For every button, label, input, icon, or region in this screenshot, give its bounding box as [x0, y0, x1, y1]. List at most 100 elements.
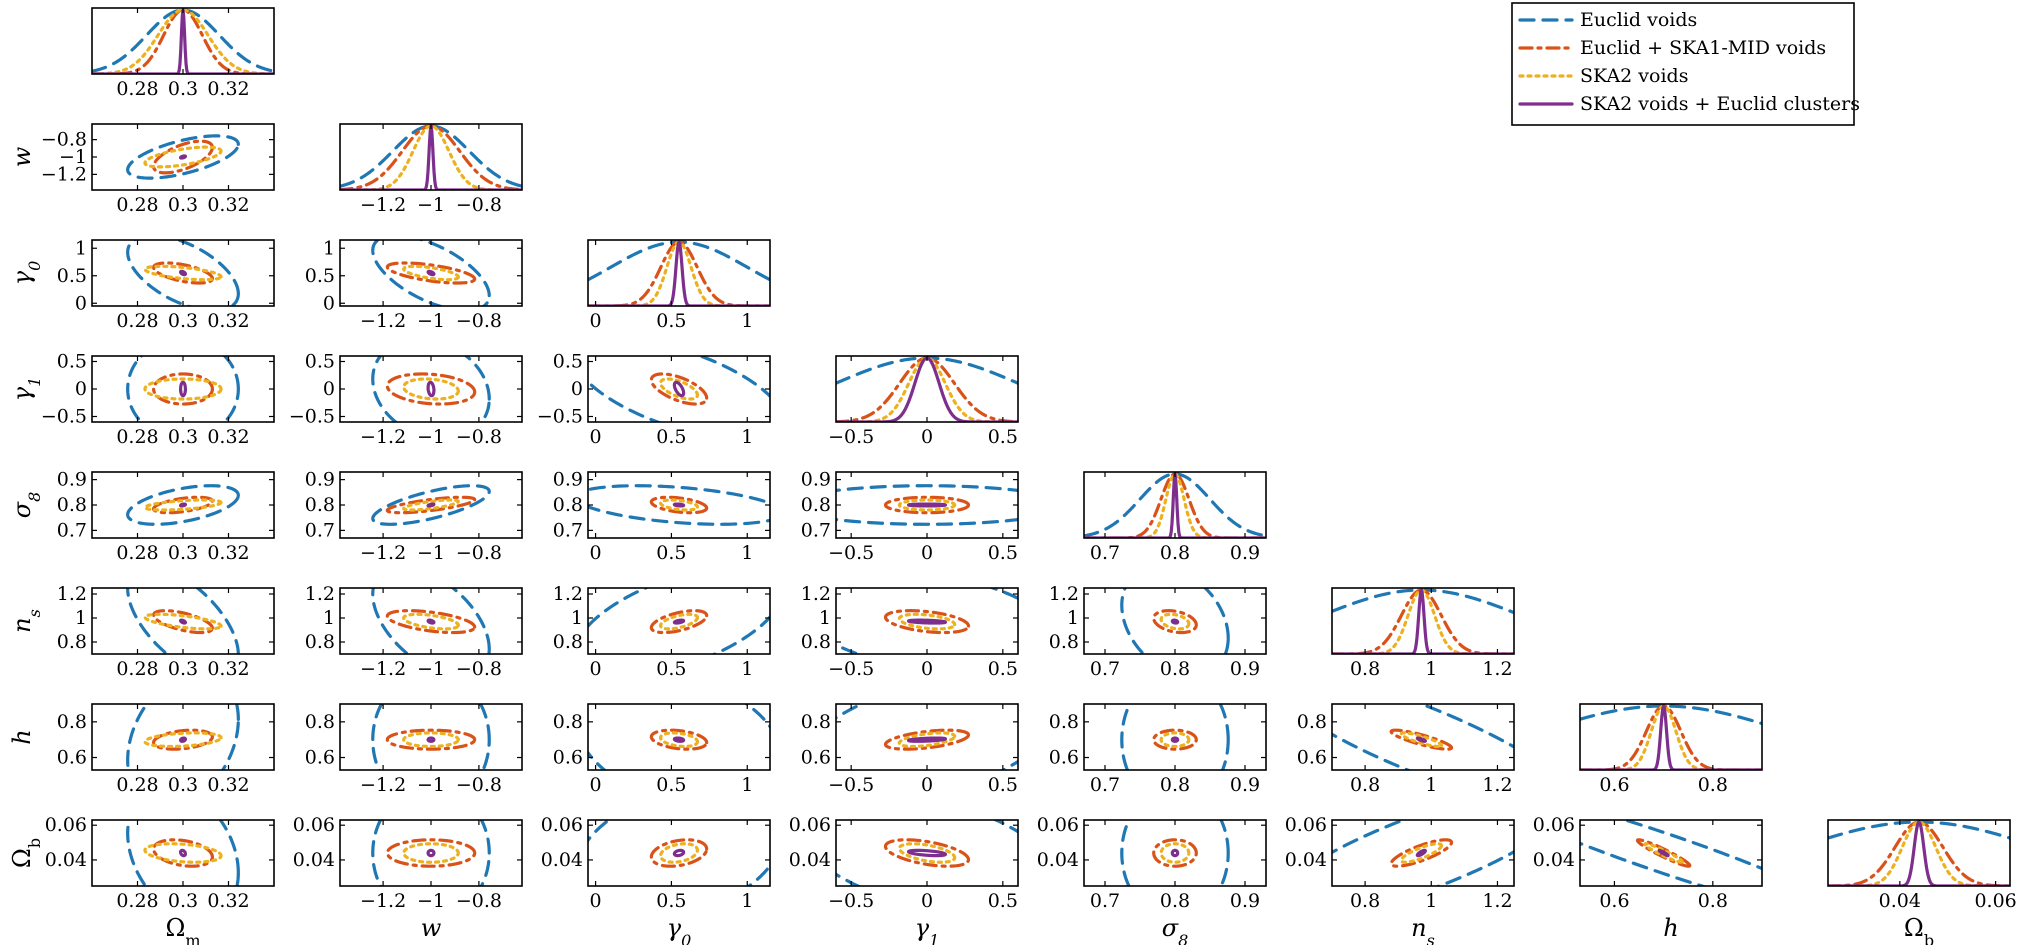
- contour-euclid_ska1: [649, 495, 709, 515]
- panel-diag-ns: 0.8 1 1.2: [1331, 587, 1515, 680]
- contour-ska2: [658, 842, 700, 864]
- panel-g1-vs-w: −1.2 −1 −0.8 −0.5 0 0.5: [289, 351, 523, 448]
- x-axis-label-ns: ns: [1411, 914, 1435, 945]
- contour-ska2_clusters: [178, 848, 188, 858]
- y-tick-label: 1.2: [801, 583, 831, 605]
- x-tick-label: 0.7: [1090, 658, 1120, 680]
- panel-diag-g1: −0.5 0 0.5: [828, 355, 1019, 448]
- panel-h-vs-ns: 0.8 1 1.2 0.6 0.8: [1297, 703, 1515, 796]
- contour-ska2_clusters: [426, 380, 436, 398]
- y-tick-label: 0.8: [305, 631, 335, 653]
- contour-euclid: [126, 356, 240, 422]
- y-tick-label: 0.04: [293, 849, 335, 871]
- panel-frame: [1331, 703, 1515, 771]
- x-tick-label: 0.8: [1160, 542, 1190, 564]
- x-tick-label: 0.32: [207, 78, 249, 100]
- y-tick-label: 0.8: [1297, 711, 1327, 733]
- x-tick-label: 0.04: [1879, 890, 1921, 912]
- x-axis-label-s8: σ8: [1162, 914, 1189, 945]
- y-tick-label: 0.8: [553, 494, 583, 516]
- x-tick-label: 1: [1425, 890, 1437, 912]
- panel-ns-vs-w: −1.2 −1 −0.8 0.811.2: [305, 583, 523, 680]
- likelihood-ska2_clusters: [1332, 588, 1514, 654]
- contour-ska2_clusters: [426, 618, 436, 625]
- panel-frame: [587, 239, 771, 307]
- panel-frame: [91, 355, 275, 423]
- contour-ska2: [143, 264, 223, 282]
- panel-frame: [587, 587, 771, 655]
- x-tick-label: 0.5: [988, 658, 1018, 680]
- panel-frame: [835, 819, 1019, 887]
- x-tick-label: 0.28: [116, 426, 158, 448]
- x-tick-label: 0.32: [207, 310, 249, 332]
- contour-euclid_ska1: [1389, 838, 1454, 868]
- contour-ska2: [658, 498, 700, 512]
- panel-g1-vs-Om: 0.28 0.3 0.32 −0.5 0 0.5: [41, 351, 275, 448]
- y-tick-label: 0.8: [801, 631, 831, 653]
- x-tick-label: 0.3: [168, 426, 198, 448]
- panel-diag-w: −1.2 −1 −0.8: [339, 123, 523, 216]
- panel-h-vs-Om: 0.28 0.3 0.32 0.6 0.8: [57, 703, 275, 796]
- x-tick-label: 0.5: [988, 774, 1018, 796]
- x-axis-label-h: h: [1663, 914, 1678, 942]
- panel-ns-vs-s8: 0.7 0.8 0.90.811.2: [1049, 583, 1267, 680]
- x-tick-label: −1: [417, 426, 445, 448]
- x-tick-label: −0.8: [456, 658, 502, 680]
- y-tick-label: 1: [1067, 607, 1079, 629]
- y-tick-label: 0.04: [1037, 849, 1079, 871]
- contour-ska2_clusters: [1415, 736, 1427, 743]
- contour-ska2: [143, 731, 223, 749]
- likelihood-ska2: [588, 240, 770, 306]
- panel-Ob-vs-g1: −0.5 0 0.5 0.04 0.06: [789, 814, 1019, 912]
- y-tick-label: 0: [323, 292, 335, 314]
- likelihood-euclid_ska1: [836, 356, 1018, 422]
- panel-frame: [1579, 819, 1763, 887]
- y-tick-label: 0.5: [57, 351, 87, 373]
- likelihood-ska2_clusters: [1580, 704, 1762, 770]
- x-tick-label: 0.8: [1350, 890, 1380, 912]
- contour-euclid_ska1: [883, 838, 971, 868]
- x-tick-label: 0.8: [1698, 774, 1728, 796]
- x-tick-label: −1.2: [360, 774, 406, 796]
- contour-euclid_ska1: [385, 838, 477, 868]
- y-tick-label: 0.8: [801, 711, 831, 733]
- x-tick-label: 0: [921, 426, 933, 448]
- x-tick-label: 0.5: [656, 542, 686, 564]
- panel-s8-vs-w: −1.2 −1 −0.8 0.7 0.8 0.9: [305, 469, 523, 564]
- y-tick-label: 0.04: [541, 849, 583, 871]
- y-tick-label: 0.5: [305, 265, 335, 287]
- x-tick-label: −1.2: [360, 890, 406, 912]
- x-tick-label: −1.2: [360, 194, 406, 216]
- contour-ska2: [143, 377, 223, 401]
- y-tick-label: 0.6: [57, 747, 87, 769]
- y-tick-label: 0.7: [57, 519, 87, 541]
- y-tick-label: 0.6: [801, 747, 831, 769]
- contour-euclid: [1332, 704, 1514, 770]
- y-tick-label: 0.5: [553, 351, 583, 373]
- y-tick-label: 0: [75, 378, 87, 400]
- contour-ska2_clusters: [178, 380, 188, 398]
- x-tick-label: 0: [921, 658, 933, 680]
- contour-ska2_clusters: [426, 269, 436, 277]
- panel-Ob-vs-g0: 0 0.5 1 0.04 0.06: [541, 814, 771, 912]
- contour-ska2: [402, 498, 460, 512]
- panel-ns-vs-g0: 0 0.5 10.811.2: [553, 583, 771, 680]
- x-tick-label: −1: [417, 542, 445, 564]
- contour-ska2_clusters: [672, 736, 686, 743]
- y-tick-label: 1: [75, 237, 87, 259]
- panel-Ob-vs-Om: 0.28 0.3 0.32 0.04 0.06: [45, 814, 275, 912]
- x-tick-label: 0.3: [168, 194, 198, 216]
- x-tick-label: 0.5: [988, 890, 1018, 912]
- y-tick-label: 0.8: [57, 631, 87, 653]
- contour-euclid: [1120, 588, 1230, 654]
- panel-frame: [1331, 587, 1515, 655]
- y-tick-label: 1: [323, 237, 335, 259]
- contour-ska2: [897, 612, 957, 631]
- y-tick-label: 0.04: [789, 849, 831, 871]
- panel-s8-vs-Om: 0.28 0.3 0.32 0.7 0.8 0.9: [57, 469, 275, 564]
- contour-euclid: [371, 484, 491, 526]
- contour-ska2: [402, 842, 460, 864]
- contour-ska2_clusters: [906, 502, 948, 508]
- y-tick-label: 0.6: [1297, 747, 1327, 769]
- panel-frame: [339, 355, 523, 423]
